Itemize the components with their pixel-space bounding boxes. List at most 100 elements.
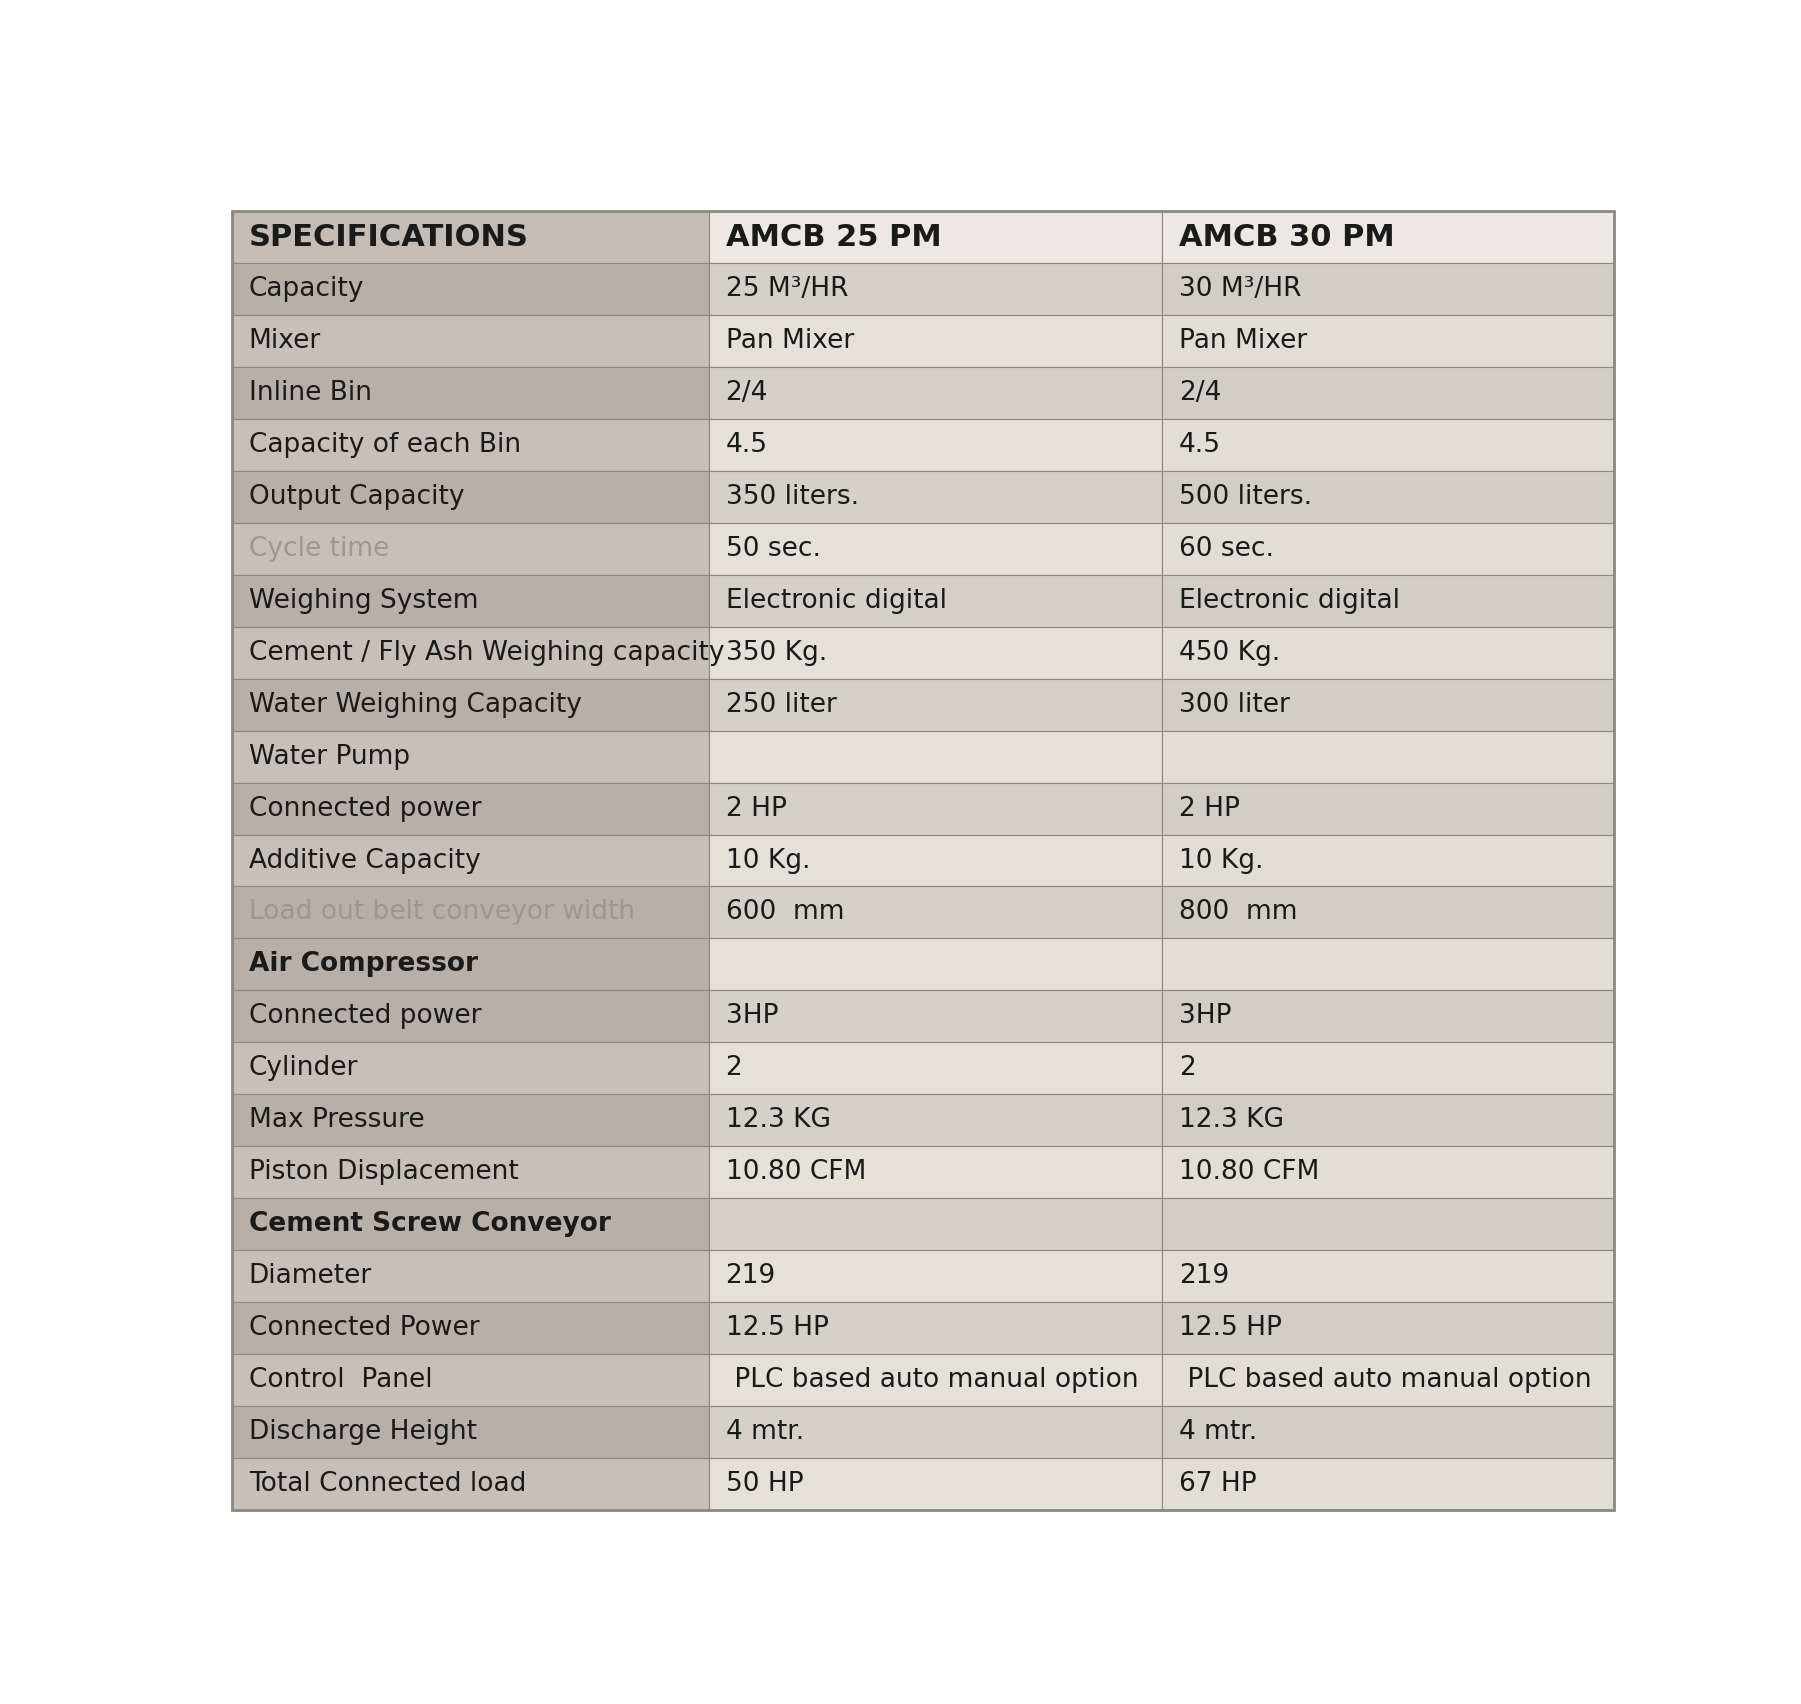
Text: 350 liters.: 350 liters.: [726, 484, 859, 509]
Bar: [232, 627, 710, 678]
Bar: [232, 1355, 710, 1406]
Text: PLC based auto manual option: PLC based auto manual option: [726, 1367, 1138, 1394]
Bar: [1162, 939, 1614, 990]
Text: 450 Kg.: 450 Kg.: [1180, 639, 1281, 666]
Bar: [232, 1251, 710, 1302]
Bar: [710, 939, 1162, 990]
Text: Max Pressure: Max Pressure: [249, 1108, 425, 1133]
Bar: [710, 990, 1162, 1043]
Bar: [710, 262, 1162, 315]
Bar: [1162, 627, 1614, 678]
Text: Connected power: Connected power: [249, 1004, 481, 1029]
Text: 10.80 CFM: 10.80 CFM: [1180, 1159, 1318, 1186]
Bar: [232, 262, 710, 315]
Text: Mixer: Mixer: [249, 327, 321, 354]
Text: 67 HP: 67 HP: [1180, 1471, 1257, 1498]
Bar: [232, 1406, 710, 1459]
Bar: [710, 627, 1162, 678]
Text: 2 HP: 2 HP: [1180, 796, 1239, 821]
Text: Capacity: Capacity: [249, 276, 364, 302]
Bar: [232, 1094, 710, 1147]
Bar: [232, 835, 710, 886]
Text: 12.5 HP: 12.5 HP: [726, 1315, 828, 1341]
Bar: [1162, 523, 1614, 574]
Text: Water Weighing Capacity: Water Weighing Capacity: [249, 692, 582, 717]
Bar: [232, 886, 710, 939]
Bar: [710, 574, 1162, 627]
Text: Output Capacity: Output Capacity: [249, 484, 465, 509]
Bar: [232, 731, 710, 782]
Bar: [232, 1302, 710, 1355]
Text: 12.3 KG: 12.3 KG: [1180, 1108, 1284, 1133]
Text: Water Pump: Water Pump: [249, 743, 411, 770]
Bar: [1162, 1043, 1614, 1094]
Bar: [232, 1147, 710, 1198]
Bar: [710, 1147, 1162, 1198]
Text: Weighing System: Weighing System: [249, 588, 479, 613]
Text: 4 mtr.: 4 mtr.: [726, 1419, 803, 1445]
Bar: [1162, 262, 1614, 315]
Bar: [232, 1043, 710, 1094]
Text: Pan Mixer: Pan Mixer: [726, 327, 854, 354]
Bar: [710, 1043, 1162, 1094]
Bar: [1162, 835, 1614, 886]
Text: Total Connected load: Total Connected load: [249, 1471, 526, 1498]
Text: 2/4: 2/4: [726, 380, 767, 406]
Text: 2 HP: 2 HP: [726, 796, 787, 821]
Text: 800  mm: 800 mm: [1180, 900, 1297, 925]
Text: 30 M³/HR: 30 M³/HR: [1180, 276, 1302, 302]
Text: 60 sec.: 60 sec.: [1180, 535, 1273, 562]
Bar: [1162, 315, 1614, 366]
Bar: [710, 523, 1162, 574]
Bar: [1162, 470, 1614, 523]
Text: Cycle time: Cycle time: [249, 535, 389, 562]
Text: 10 Kg.: 10 Kg.: [726, 847, 810, 874]
Bar: [710, 835, 1162, 886]
Bar: [1162, 1302, 1614, 1355]
Bar: [1162, 211, 1614, 262]
Bar: [710, 886, 1162, 939]
Bar: [710, 419, 1162, 470]
Bar: [1162, 1406, 1614, 1459]
Bar: [1162, 782, 1614, 835]
Text: 50 sec.: 50 sec.: [726, 535, 821, 562]
Text: 500 liters.: 500 liters.: [1180, 484, 1311, 509]
Text: 3HP: 3HP: [1180, 1004, 1232, 1029]
Text: Connected power: Connected power: [249, 796, 481, 821]
Bar: [232, 1198, 710, 1251]
Bar: [710, 731, 1162, 782]
Bar: [1162, 886, 1614, 939]
Bar: [1162, 574, 1614, 627]
Bar: [1162, 1355, 1614, 1406]
Bar: [710, 1198, 1162, 1251]
Text: Cement / Fly Ash Weighing capacity: Cement / Fly Ash Weighing capacity: [249, 639, 724, 666]
Bar: [710, 782, 1162, 835]
Text: Piston Displacement: Piston Displacement: [249, 1159, 519, 1186]
Bar: [710, 470, 1162, 523]
Text: Control  Panel: Control Panel: [249, 1367, 432, 1394]
Bar: [710, 1355, 1162, 1406]
Bar: [232, 990, 710, 1043]
Text: 25 M³/HR: 25 M³/HR: [726, 276, 848, 302]
Bar: [1162, 731, 1614, 782]
Bar: [1162, 1251, 1614, 1302]
Text: Pan Mixer: Pan Mixer: [1180, 327, 1308, 354]
Text: 300 liter: 300 liter: [1180, 692, 1290, 717]
Text: 50 HP: 50 HP: [726, 1471, 803, 1498]
Bar: [710, 366, 1162, 419]
Bar: [232, 939, 710, 990]
Bar: [710, 1302, 1162, 1355]
Text: Discharge Height: Discharge Height: [249, 1419, 477, 1445]
Text: 4.5: 4.5: [1180, 431, 1221, 458]
Bar: [1162, 678, 1614, 731]
Bar: [1162, 1459, 1614, 1510]
Text: Cement Screw Conveyor: Cement Screw Conveyor: [249, 1212, 611, 1237]
Text: 2/4: 2/4: [1180, 380, 1221, 406]
Bar: [1162, 990, 1614, 1043]
Bar: [1162, 1094, 1614, 1147]
Text: 600  mm: 600 mm: [726, 900, 845, 925]
Text: Inline Bin: Inline Bin: [249, 380, 371, 406]
Text: Electronic digital: Electronic digital: [726, 588, 947, 613]
Bar: [232, 678, 710, 731]
Bar: [232, 782, 710, 835]
